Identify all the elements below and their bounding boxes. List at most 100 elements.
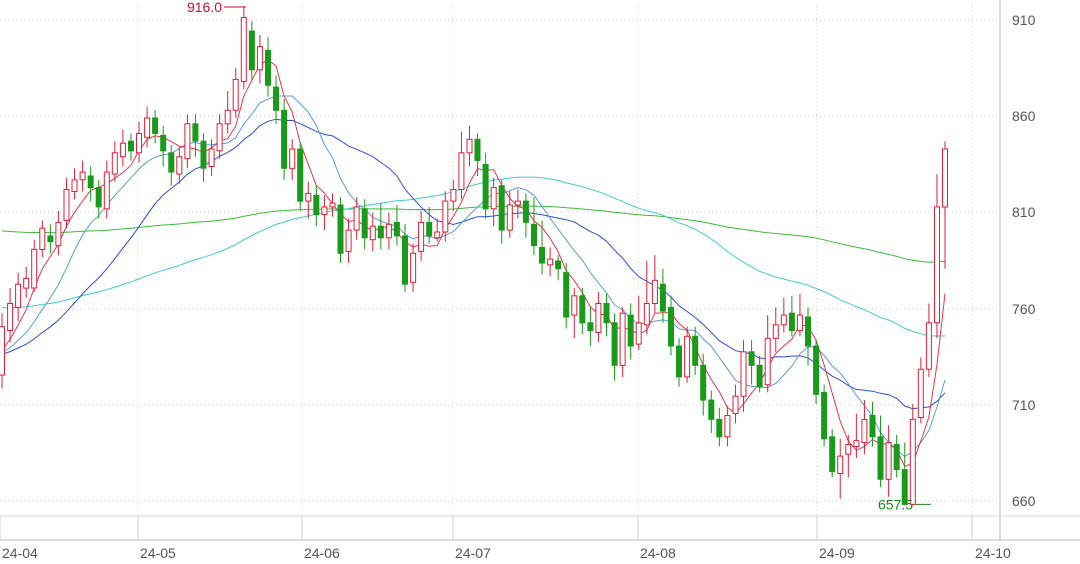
x-tick-label: 24-09 xyxy=(819,545,855,561)
high-label: 916.0 xyxy=(187,0,222,15)
candle xyxy=(821,384,828,447)
candle xyxy=(506,191,513,238)
candle xyxy=(724,405,731,447)
candle xyxy=(829,429,836,478)
candle xyxy=(426,206,433,244)
candle xyxy=(764,315,771,393)
candle xyxy=(385,212,392,250)
candle xyxy=(716,407,723,447)
candle xyxy=(353,197,360,240)
candle xyxy=(55,210,62,256)
candle xyxy=(539,220,545,275)
candle xyxy=(514,189,521,219)
candle xyxy=(297,141,304,211)
candle xyxy=(659,268,666,323)
candle xyxy=(635,295,642,350)
candle xyxy=(627,303,634,360)
candle xyxy=(845,434,852,478)
high-annotation: 916.0 xyxy=(187,0,246,15)
candle xyxy=(595,291,602,343)
x-tick-label: 24-06 xyxy=(304,545,340,561)
candle xyxy=(111,141,118,182)
x-tick-label: 24-08 xyxy=(640,545,676,561)
candle xyxy=(885,425,892,497)
candle xyxy=(273,75,279,124)
candle xyxy=(490,177,497,227)
candle xyxy=(103,160,110,219)
candle xyxy=(208,139,215,176)
candle xyxy=(377,203,384,250)
candle xyxy=(136,121,142,163)
candle xyxy=(837,438,844,499)
candle xyxy=(337,197,344,263)
candle xyxy=(7,288,14,343)
candle xyxy=(289,139,296,180)
candle xyxy=(531,197,537,256)
candle xyxy=(393,204,400,246)
candle xyxy=(619,307,626,377)
candle xyxy=(321,195,328,231)
candle xyxy=(603,293,610,337)
candle xyxy=(869,402,876,447)
x-tick-label: 24-10 xyxy=(975,545,1011,561)
candle xyxy=(901,442,908,506)
candle xyxy=(579,288,586,335)
candle xyxy=(708,390,715,433)
candles xyxy=(0,6,948,506)
x-tick-label: 24-04 xyxy=(2,545,38,561)
candle xyxy=(917,357,924,424)
candle xyxy=(942,141,948,269)
candle xyxy=(805,307,811,366)
y-tick-label: 860 xyxy=(1012,108,1036,124)
candle xyxy=(877,415,884,488)
candle xyxy=(587,307,594,346)
candle xyxy=(651,255,658,314)
ma10-line xyxy=(1,95,946,458)
candle xyxy=(482,152,489,219)
y-tick-label: 710 xyxy=(1012,397,1036,413)
candle xyxy=(361,199,368,250)
candle xyxy=(934,174,940,339)
candle xyxy=(668,295,674,356)
grid xyxy=(0,0,1080,541)
candle xyxy=(224,91,231,134)
candle xyxy=(256,34,263,84)
candle xyxy=(611,313,618,381)
y-tick-label: 760 xyxy=(1012,301,1036,317)
candle xyxy=(748,340,755,385)
candle xyxy=(450,179,457,211)
candle xyxy=(410,243,417,292)
ma60-line xyxy=(1,176,945,337)
candle xyxy=(676,338,682,387)
candle xyxy=(281,98,288,180)
candle xyxy=(474,133,481,176)
candle xyxy=(571,288,578,339)
candle xyxy=(128,133,134,161)
ma5-line xyxy=(1,59,946,468)
candle xyxy=(740,340,747,412)
y-tick-label: 660 xyxy=(1012,493,1036,509)
candle xyxy=(168,145,175,186)
candle xyxy=(893,434,900,478)
candle xyxy=(192,114,199,157)
candle xyxy=(232,67,239,119)
candle xyxy=(369,212,376,252)
candle xyxy=(329,193,336,217)
candle xyxy=(160,125,167,167)
ma20-line xyxy=(1,118,946,410)
candle xyxy=(434,218,441,242)
candle xyxy=(772,307,779,352)
candle xyxy=(305,181,312,219)
annotations: 916.0 657.5 xyxy=(187,0,931,512)
candle xyxy=(788,295,795,337)
candle xyxy=(643,261,650,335)
candle xyxy=(265,36,271,97)
candle xyxy=(240,6,247,90)
candle xyxy=(176,147,183,184)
candle xyxy=(71,168,78,200)
low-label: 657.5 xyxy=(878,496,913,512)
candle xyxy=(563,262,570,329)
candle xyxy=(87,166,94,202)
candle xyxy=(796,293,803,337)
candle xyxy=(184,114,191,169)
